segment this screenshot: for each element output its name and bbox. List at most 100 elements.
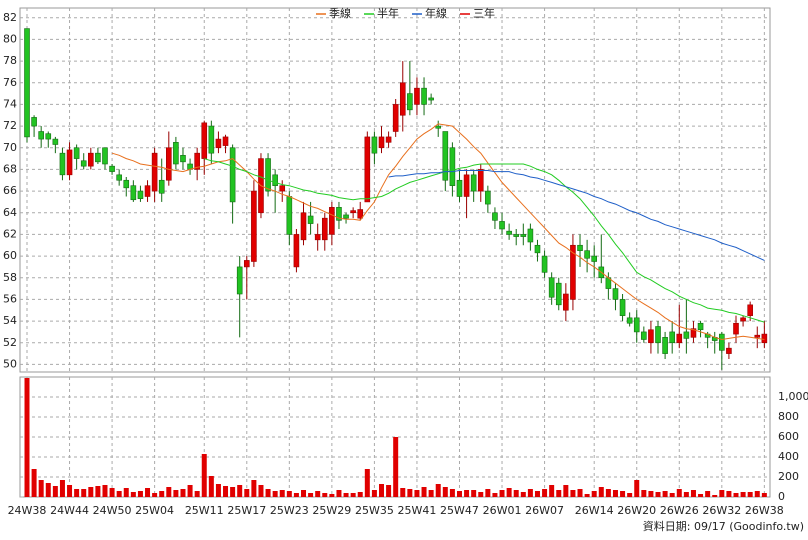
y-tick-label: 76 bbox=[3, 76, 17, 89]
candle-body bbox=[371, 136, 378, 154]
volume-bar bbox=[272, 491, 278, 497]
y-tick-label: 66 bbox=[3, 184, 17, 197]
x-tick-label: 26W14 bbox=[575, 504, 614, 517]
volume-bar bbox=[74, 489, 80, 497]
volume-bar bbox=[414, 490, 420, 497]
volume-bar bbox=[435, 484, 441, 497]
ma-line bbox=[204, 158, 765, 323]
ma-line bbox=[388, 170, 765, 261]
x-tick-label: 26W32 bbox=[702, 504, 741, 517]
y2-tick-label: 0 bbox=[778, 490, 785, 503]
volume-bar bbox=[499, 490, 505, 497]
volume-bar bbox=[145, 488, 151, 497]
volume-bar bbox=[194, 491, 200, 497]
volume-bar bbox=[45, 483, 51, 497]
candle-body bbox=[73, 147, 80, 159]
volume-bar bbox=[244, 489, 250, 497]
candle-body bbox=[754, 334, 761, 338]
volume-bar bbox=[322, 493, 328, 497]
candle-body bbox=[392, 104, 399, 132]
candle-body bbox=[761, 333, 768, 344]
candle-body bbox=[243, 260, 250, 268]
volume-bar bbox=[534, 491, 540, 497]
candle-body bbox=[24, 28, 30, 138]
volume-bar bbox=[421, 487, 427, 497]
x-tick-label: 26W07 bbox=[525, 504, 564, 517]
candle-body bbox=[38, 131, 44, 140]
candle-body bbox=[683, 331, 690, 339]
volume-bar bbox=[598, 487, 604, 497]
candle-body bbox=[144, 185, 151, 197]
volume-bar bbox=[137, 491, 143, 497]
candle-body bbox=[357, 209, 364, 219]
volume-bar bbox=[152, 493, 158, 497]
y-tick-label: 78 bbox=[3, 54, 17, 67]
candle-body bbox=[343, 214, 349, 219]
candle-body bbox=[321, 217, 328, 241]
volume-bar bbox=[612, 490, 618, 497]
volume-bar bbox=[584, 494, 590, 497]
y-tick-label: 64 bbox=[3, 206, 17, 219]
volume-bar bbox=[719, 490, 725, 497]
volume-bar bbox=[705, 491, 711, 497]
volume-bar bbox=[67, 485, 73, 497]
candle-body bbox=[222, 136, 229, 146]
volume-bar bbox=[464, 490, 470, 497]
x-tick-label: 25W04 bbox=[135, 504, 174, 517]
x-tick-label: 25W29 bbox=[312, 504, 351, 517]
y-tick-label: 72 bbox=[3, 119, 17, 132]
volume-bar bbox=[513, 490, 519, 497]
volume-bar bbox=[520, 492, 526, 497]
volume-bar bbox=[492, 493, 498, 497]
candle-body bbox=[137, 190, 144, 199]
volume-bar bbox=[223, 486, 229, 497]
candle-body bbox=[229, 147, 236, 203]
volume-bar bbox=[208, 476, 214, 497]
candle-body bbox=[208, 125, 215, 154]
volume-bar bbox=[187, 485, 193, 497]
volume-bar bbox=[634, 480, 640, 497]
volume-bar bbox=[393, 437, 399, 497]
volume-bar bbox=[350, 493, 356, 497]
candle-body bbox=[563, 293, 569, 311]
candle-body bbox=[726, 347, 732, 354]
volume-bar bbox=[364, 469, 370, 497]
candle-body bbox=[612, 288, 619, 300]
y-tick-label: 62 bbox=[3, 227, 17, 240]
volume-bar bbox=[761, 493, 767, 497]
legend-label: 半年 bbox=[377, 6, 399, 20]
volume-bar bbox=[201, 454, 207, 497]
volume-bar bbox=[38, 480, 44, 497]
volume-bar bbox=[733, 493, 739, 497]
y2-tick-label: 400 bbox=[778, 450, 799, 463]
volume-bar bbox=[726, 491, 732, 497]
candle-body bbox=[655, 326, 661, 344]
candle-body bbox=[251, 190, 257, 262]
candle-body bbox=[173, 142, 179, 165]
candle-body bbox=[626, 317, 633, 324]
volume-bar bbox=[293, 493, 299, 497]
volume-bar bbox=[116, 491, 122, 497]
candle-body bbox=[123, 179, 130, 189]
candle-body bbox=[499, 221, 505, 230]
volume-bar bbox=[556, 490, 562, 497]
volume-bar bbox=[407, 489, 413, 497]
volume-bar bbox=[109, 488, 115, 497]
candle-body bbox=[492, 212, 498, 221]
candle-body bbox=[513, 234, 520, 237]
y-tick-label: 70 bbox=[3, 141, 17, 154]
volume-bar bbox=[669, 493, 675, 497]
volume-bar bbox=[258, 485, 264, 497]
candle-body bbox=[719, 333, 725, 351]
x-tick-label: 24W44 bbox=[50, 504, 89, 517]
candle-body bbox=[215, 138, 222, 149]
y-tick-label: 82 bbox=[3, 11, 17, 24]
candle-body bbox=[116, 174, 122, 181]
legend-label: 三年 bbox=[473, 6, 495, 20]
volume-bar bbox=[698, 494, 704, 497]
volume-bar bbox=[81, 489, 87, 497]
volume-bar bbox=[563, 485, 569, 497]
candle-body bbox=[485, 190, 491, 205]
x-tick-label: 24W38 bbox=[8, 504, 47, 517]
candle-body bbox=[662, 337, 668, 354]
